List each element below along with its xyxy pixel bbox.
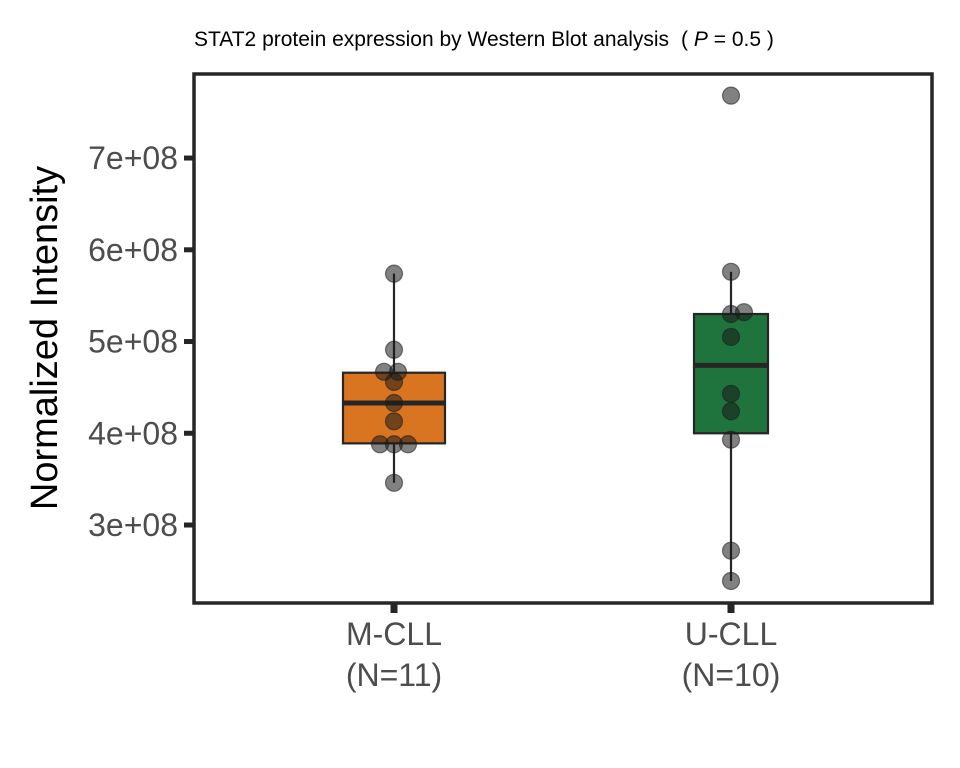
plot-area — [341, 86, 770, 591]
x-tick-label-group: M-CLL — [346, 616, 442, 652]
data-point — [384, 412, 404, 431]
y-tick-label: 3e+08 — [88, 507, 178, 543]
x-tick-label-group: U-CLL — [685, 616, 777, 652]
data-point — [384, 473, 404, 492]
y-axis: 3e+08 4e+08 5e+08 6e+08 7e+08 — [88, 140, 194, 543]
panel-border — [192, 72, 934, 605]
y-tick-label: 7e+08 — [88, 140, 178, 176]
x-axis: M-CLL (N=11) U-CLL (N=10) — [346, 603, 781, 693]
data-point — [734, 303, 754, 322]
chart-title-stat-open: ( — [681, 28, 694, 51]
chart-title-main: STAT2 protein expression by Western Blot… — [194, 28, 669, 51]
y-tick-label: 5e+08 — [88, 324, 178, 360]
data-point — [384, 264, 404, 283]
data-point — [384, 340, 404, 359]
chart-title: STAT2 protein expression by Western Blot… — [194, 28, 774, 51]
data-point — [721, 327, 741, 347]
y-tick-label: 4e+08 — [88, 415, 178, 451]
x-tick-label-n: (N=11) — [346, 657, 442, 693]
data-point — [721, 430, 741, 449]
x-tick-label-n: (N=10) — [682, 657, 781, 693]
data-point — [721, 262, 741, 281]
data-point — [398, 435, 418, 454]
chart-title-p-symbol: P — [694, 28, 708, 51]
data-point — [384, 372, 404, 391]
data-point — [721, 384, 741, 403]
y-tick-label: 6e+08 — [88, 232, 178, 268]
data-point — [721, 86, 741, 105]
data-point — [721, 402, 741, 421]
y-axis-label: Normalized Intensity — [24, 166, 66, 510]
data-point — [384, 393, 404, 413]
chart-title-stat-value: = 0.5 ) — [708, 28, 774, 51]
data-point — [721, 571, 741, 591]
data-point — [721, 541, 741, 560]
group-m-cll — [341, 264, 447, 492]
group-u-cll — [692, 86, 770, 591]
